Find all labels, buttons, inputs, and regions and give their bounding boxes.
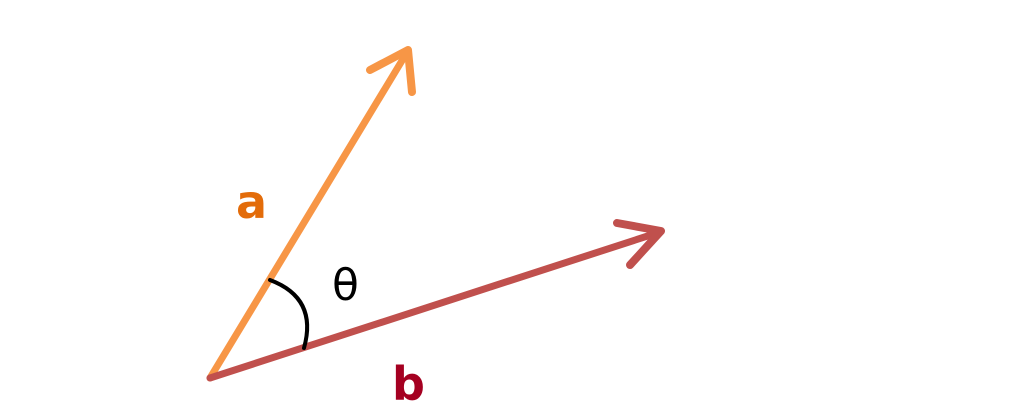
vector-b-label: b (392, 357, 425, 411)
angle-arc (268, 278, 310, 350)
vector-a-shaft (206, 50, 410, 382)
angle-theta-label: θ (332, 260, 359, 311)
vector-a (206, 46, 416, 382)
vector-a-label: a (236, 175, 267, 229)
vector-a-arrowhead (366, 46, 416, 96)
vector-b (206, 219, 665, 382)
vector-b-arrowhead (613, 219, 665, 269)
vector-b-shaft (206, 228, 664, 382)
